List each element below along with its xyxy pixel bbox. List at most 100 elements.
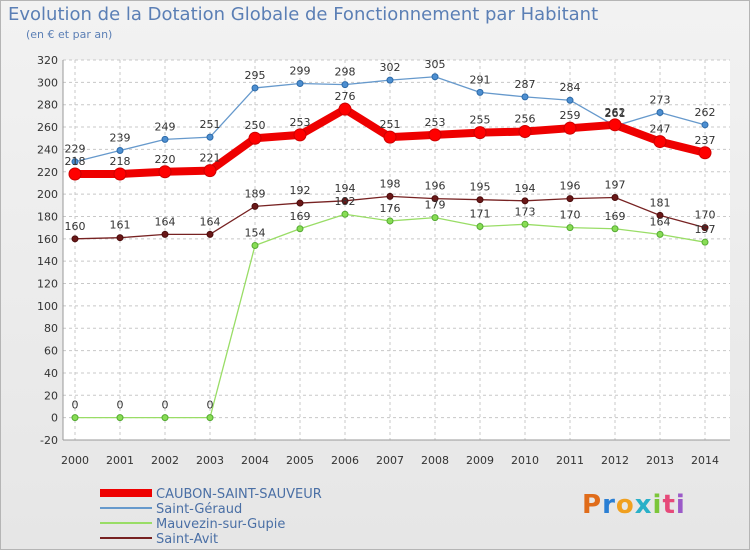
data-label: 189 [245,187,266,200]
y-tick-label: 220 [37,166,58,179]
data-label: 256 [515,113,536,126]
data-label: 192 [290,184,311,197]
data-label: 161 [110,219,131,232]
data-label: 179 [425,199,446,212]
data-point [206,133,214,141]
data-point [386,217,394,225]
chart-title: Evolution de la Dotation Globale de Fonc… [8,4,599,25]
data-point [341,81,349,89]
data-label: 164 [155,215,176,228]
data-point [386,76,394,84]
data-point [656,211,664,219]
data-point [476,223,484,231]
data-label: 0 [207,399,214,412]
y-tick-label: 180 [37,210,58,223]
data-point [158,165,172,179]
data-point [521,93,529,101]
data-label: 305 [425,58,446,71]
y-tick-label: 320 [37,54,58,67]
data-point [296,79,304,87]
data-point [521,197,529,205]
data-point [116,414,124,422]
data-point [653,135,667,149]
data-label: 218 [65,155,86,168]
y-tick-label: 40 [44,367,58,380]
data-label: 170 [560,209,581,222]
data-label: 170 [695,209,716,222]
data-label: 0 [72,399,79,412]
chart-subtitle: (en € et par an) [26,28,113,41]
x-tick-label: 2013 [646,454,674,467]
data-label: 197 [605,178,626,191]
data-point [296,199,304,207]
data-label: 0 [162,399,169,412]
data-point [698,146,712,160]
legend-label: Mauvezin-sur-Gupie [156,517,285,532]
data-point [701,238,709,246]
y-tick-label: 120 [37,278,58,291]
data-label: 262 [695,106,716,119]
x-tick-label: 2002 [151,454,179,467]
data-label: 173 [515,205,536,218]
logo-letter: i [675,490,686,520]
data-label: 298 [335,66,356,79]
y-tick-label: 280 [37,99,58,112]
y-tick-label: -20 [40,434,58,447]
x-tick-label: 2007 [376,454,404,467]
data-label: 239 [110,132,131,145]
data-point [293,128,307,142]
data-label: 291 [470,73,491,86]
data-point [611,225,619,233]
data-point [113,167,127,181]
data-point [518,125,532,139]
legend-label: CAUBON-SAINT-SAUVEUR [156,487,322,502]
data-label: 220 [155,153,176,166]
data-point [656,230,664,238]
data-point [428,128,442,142]
data-label: 247 [650,123,671,136]
data-point [203,164,217,178]
data-label: 195 [470,181,491,194]
y-tick-label: 160 [37,233,58,246]
data-label: 302 [380,61,401,74]
data-label: 299 [290,64,311,77]
data-label: 295 [245,69,266,82]
data-label: 250 [245,119,266,132]
data-label: 182 [335,195,356,208]
data-label: 251 [200,118,221,131]
data-point [476,196,484,204]
data-point [161,230,169,238]
x-tick-label: 2006 [331,454,359,467]
data-point [161,135,169,143]
y-tick-label: 300 [37,76,58,89]
data-point [116,234,124,242]
data-label: 249 [155,120,176,133]
x-tick-label: 2005 [286,454,314,467]
data-point [656,109,664,117]
y-tick-label: 80 [44,322,58,335]
data-label: 262 [605,106,626,119]
data-point [386,192,394,200]
data-point [251,84,259,92]
y-tick-label: 260 [37,121,58,134]
legend-label: Saint-Géraud [156,502,242,517]
x-tick-label: 2000 [61,454,89,467]
data-point [566,195,574,203]
data-label: 253 [290,116,311,129]
x-tick-label: 2011 [556,454,584,467]
data-label: 229 [65,143,86,156]
data-point [701,121,709,129]
data-label: 218 [110,155,131,168]
data-label: 154 [245,227,266,240]
data-point [161,414,169,422]
data-point [251,242,259,250]
data-point [116,147,124,155]
data-point [476,88,484,96]
x-tick-label: 2010 [511,454,539,467]
data-point [431,73,439,81]
data-point [341,210,349,218]
data-point [71,158,79,166]
data-point [563,121,577,135]
data-point [431,195,439,203]
